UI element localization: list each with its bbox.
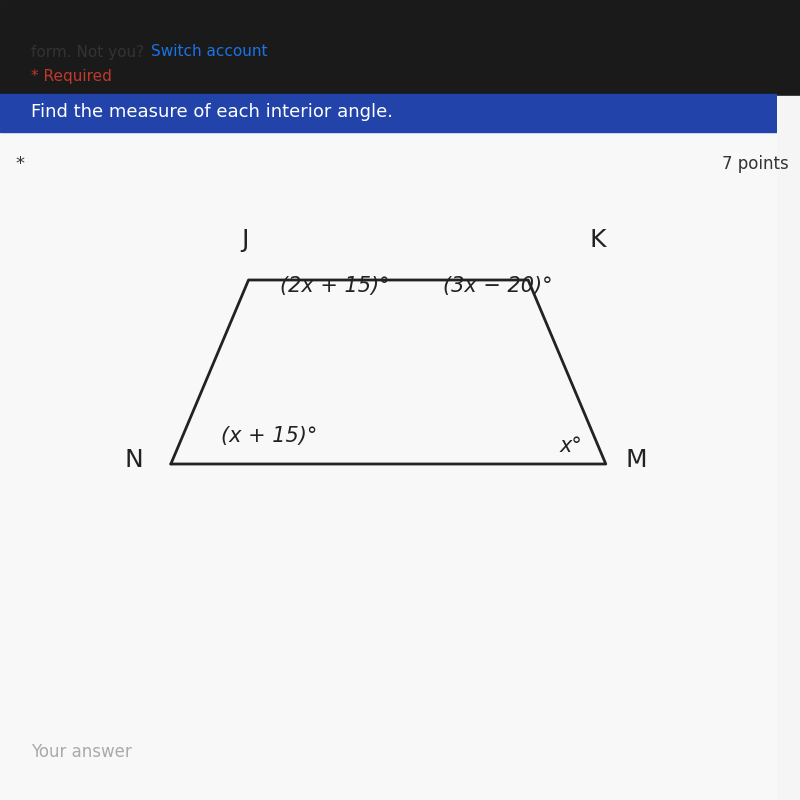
Bar bbox=[0, 132, 777, 800]
Text: (2x + 15)°: (2x + 15)° bbox=[279, 276, 390, 296]
Text: J: J bbox=[241, 228, 248, 252]
Text: (x + 15)°: (x + 15)° bbox=[222, 426, 318, 446]
Text: * Required: * Required bbox=[31, 69, 112, 83]
Text: N: N bbox=[125, 448, 144, 472]
Text: M: M bbox=[626, 448, 647, 472]
Text: K: K bbox=[590, 228, 606, 252]
Text: form. Not you?: form. Not you? bbox=[31, 45, 149, 59]
Text: Switch account: Switch account bbox=[151, 45, 268, 59]
Text: 7 points: 7 points bbox=[722, 155, 789, 173]
Bar bbox=[0, 94, 777, 132]
Text: x°: x° bbox=[559, 436, 582, 456]
Text: Your answer: Your answer bbox=[31, 743, 132, 761]
Text: Find the measure of each interior angle.: Find the measure of each interior angle. bbox=[31, 103, 393, 122]
Text: (3x − 20)°: (3x − 20)° bbox=[442, 276, 552, 296]
Text: *: * bbox=[15, 155, 25, 173]
